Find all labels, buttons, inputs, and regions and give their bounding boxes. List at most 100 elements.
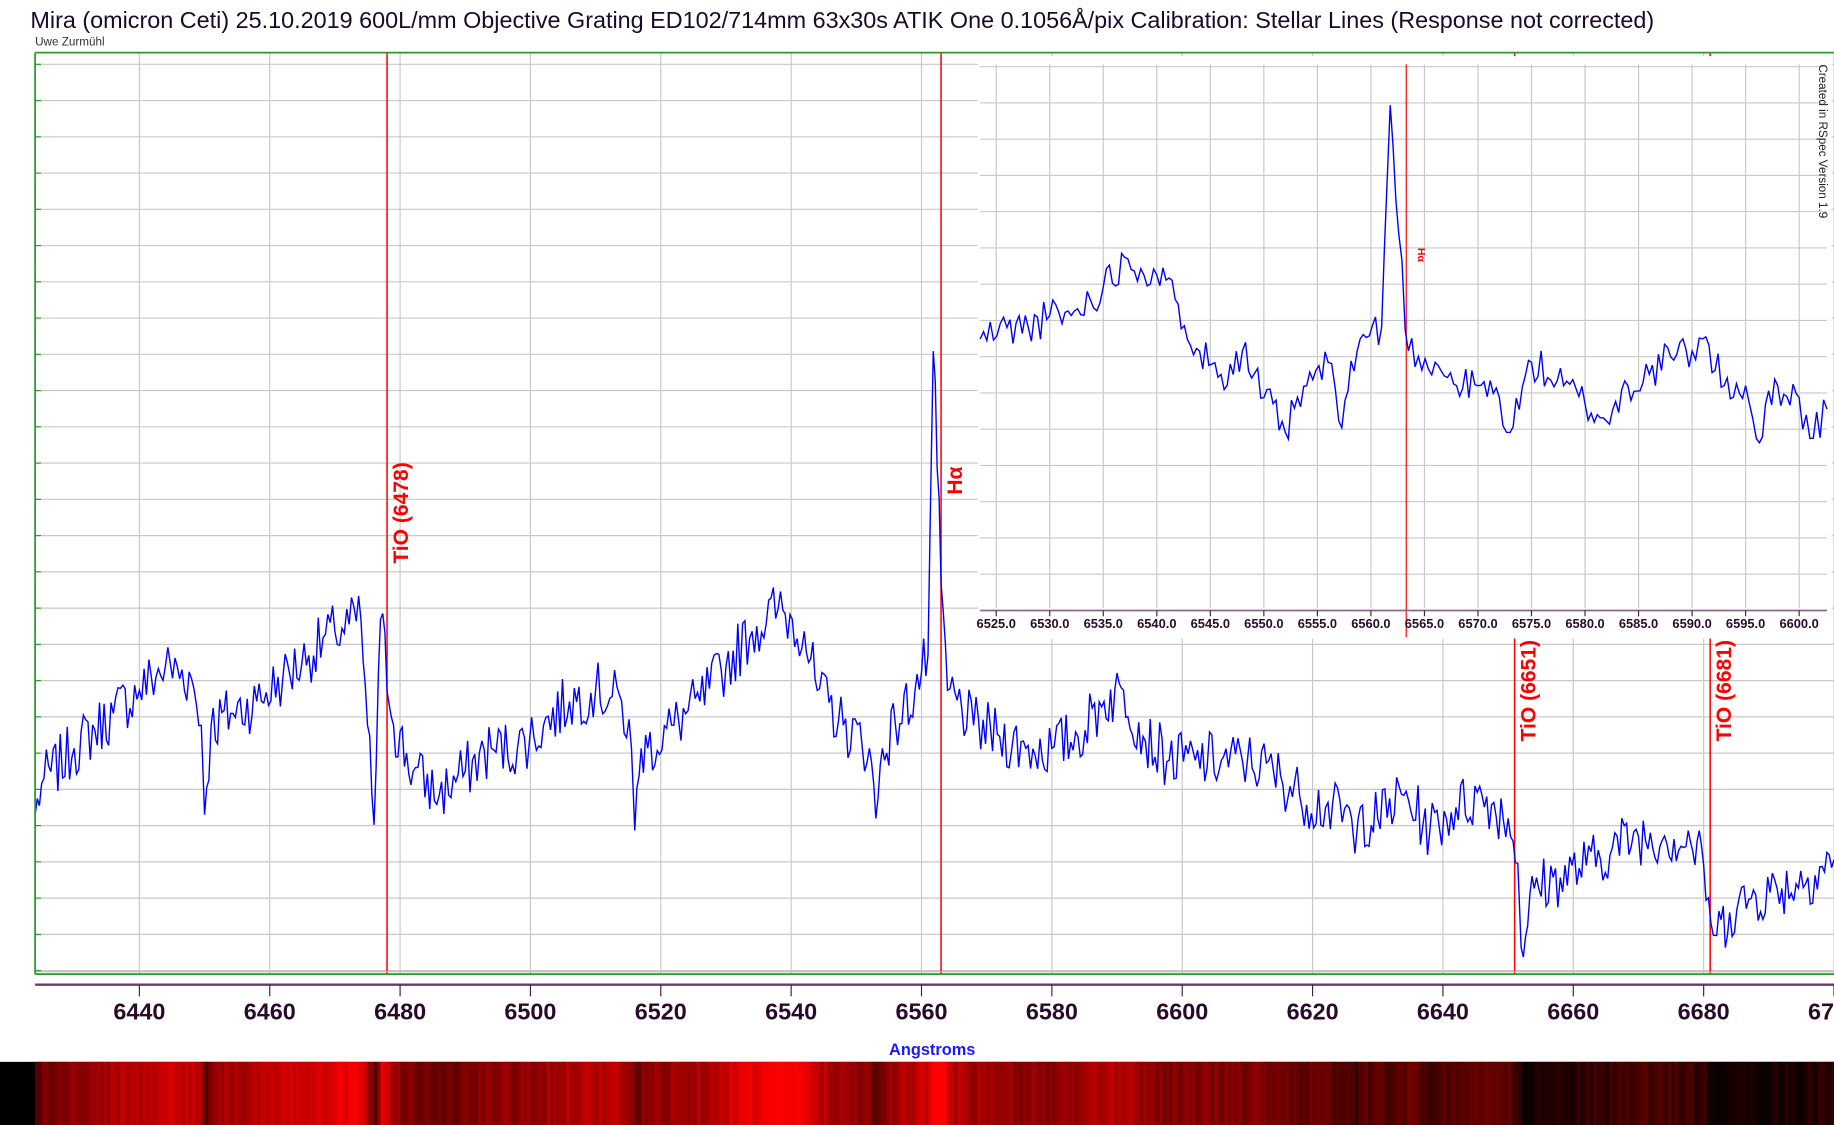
strip-band [1413,1061,1418,1125]
strip-band [615,1061,619,1125]
strip-band [559,1061,564,1125]
inset-tick-label: 6535.0 [1084,616,1123,631]
strip-band [1306,1061,1310,1125]
strip-band [569,1061,574,1125]
strip-band [1615,1061,1620,1125]
strip-band [367,1061,372,1125]
strip-band [491,1061,495,1125]
strip-band [1351,1061,1356,1125]
strip-band [1781,1061,1786,1125]
strip-band [931,1061,935,1125]
strip-band [110,1061,114,1125]
strip-band [1152,1061,1157,1125]
strip-band [986,1061,991,1125]
strip-band [1338,1061,1343,1125]
strip-band [1195,1061,1199,1125]
strip-band [1491,1061,1496,1125]
strip-band [474,1061,479,1125]
strip-band [38,1061,42,1125]
strip-band [1358,1061,1362,1125]
strip-band [1723,1061,1727,1125]
strip-band [305,1061,310,1125]
strip-band [980,1061,984,1125]
strip-band [686,1061,691,1125]
strip-band [1136,1061,1141,1125]
strip-band [465,1061,469,1125]
strip-band [833,1061,838,1125]
strip-band [1736,1061,1740,1125]
strip-band [1074,1061,1079,1125]
strip-band [188,1061,192,1125]
strip-band [387,1061,391,1125]
strip-band [1198,1061,1203,1125]
strip-band [1403,1061,1408,1125]
strip-band [983,1061,988,1125]
strip-band [266,1061,271,1125]
strip-band [1328,1061,1333,1125]
strip-band [406,1061,411,1125]
strip-band [400,1061,404,1125]
strip-band [119,1061,124,1125]
strip-band [1439,1061,1444,1125]
strip-band [96,1061,101,1125]
strip-band [1570,1061,1574,1125]
strip-band [563,1061,567,1125]
strip-band [1459,1061,1463,1125]
strip-band [1651,1061,1656,1125]
strip-band [1077,1061,1082,1125]
strip-band [1240,1061,1245,1125]
marker-label: TiO (6681) [1713,640,1736,741]
strip-band [1726,1061,1731,1125]
strip-band [1224,1061,1229,1125]
strip-band [396,1061,401,1125]
strip-band [211,1061,215,1125]
strip-band [927,1061,932,1125]
strip-band [1165,1061,1170,1125]
strip-band [1097,1061,1102,1125]
strip-band [35,1061,39,1125]
strip-band [315,1061,319,1125]
strip-band [748,1061,753,1125]
strip-band [618,1061,623,1125]
strip-band [168,1061,173,1125]
inset-background [977,56,1832,639]
strip-band [856,1061,860,1125]
strip-band [1817,1061,1822,1125]
strip-band [57,1061,62,1125]
strip-band [1762,1061,1766,1125]
strip-band [1237,1061,1242,1125]
strip-band [194,1061,199,1125]
strip-band [895,1061,900,1125]
strip-band [602,1061,606,1125]
strip-band [204,1061,209,1125]
strip-band [1084,1061,1089,1125]
strip-band [1599,1061,1603,1125]
strip-band [862,1061,867,1125]
strip-band [1657,1061,1662,1125]
strip-band [374,1061,378,1125]
strip-band [755,1061,759,1125]
strip-band [1325,1061,1330,1125]
strip-band [1667,1061,1672,1125]
strip-band [142,1061,147,1125]
strip-band [1051,1061,1056,1125]
strip-band [64,1061,69,1125]
strip-band [1449,1061,1454,1125]
strip-band [1540,1061,1545,1125]
strip-band [1716,1061,1721,1125]
strip-band [370,1061,375,1125]
strip-band [800,1061,805,1125]
strip-band [1605,1061,1610,1125]
strip-band [527,1061,531,1125]
strip-band [589,1061,593,1125]
strip-band [1498,1061,1502,1125]
x-tick-label: 6520 [635,999,687,1025]
strip-band [1169,1061,1173,1125]
strip-band [1719,1061,1724,1125]
strip-band [233,1061,238,1125]
strip-band [419,1061,424,1125]
strip-band [1400,1061,1405,1125]
strip-band [1596,1061,1600,1125]
strip-band [654,1061,658,1125]
strip-band [716,1061,720,1125]
